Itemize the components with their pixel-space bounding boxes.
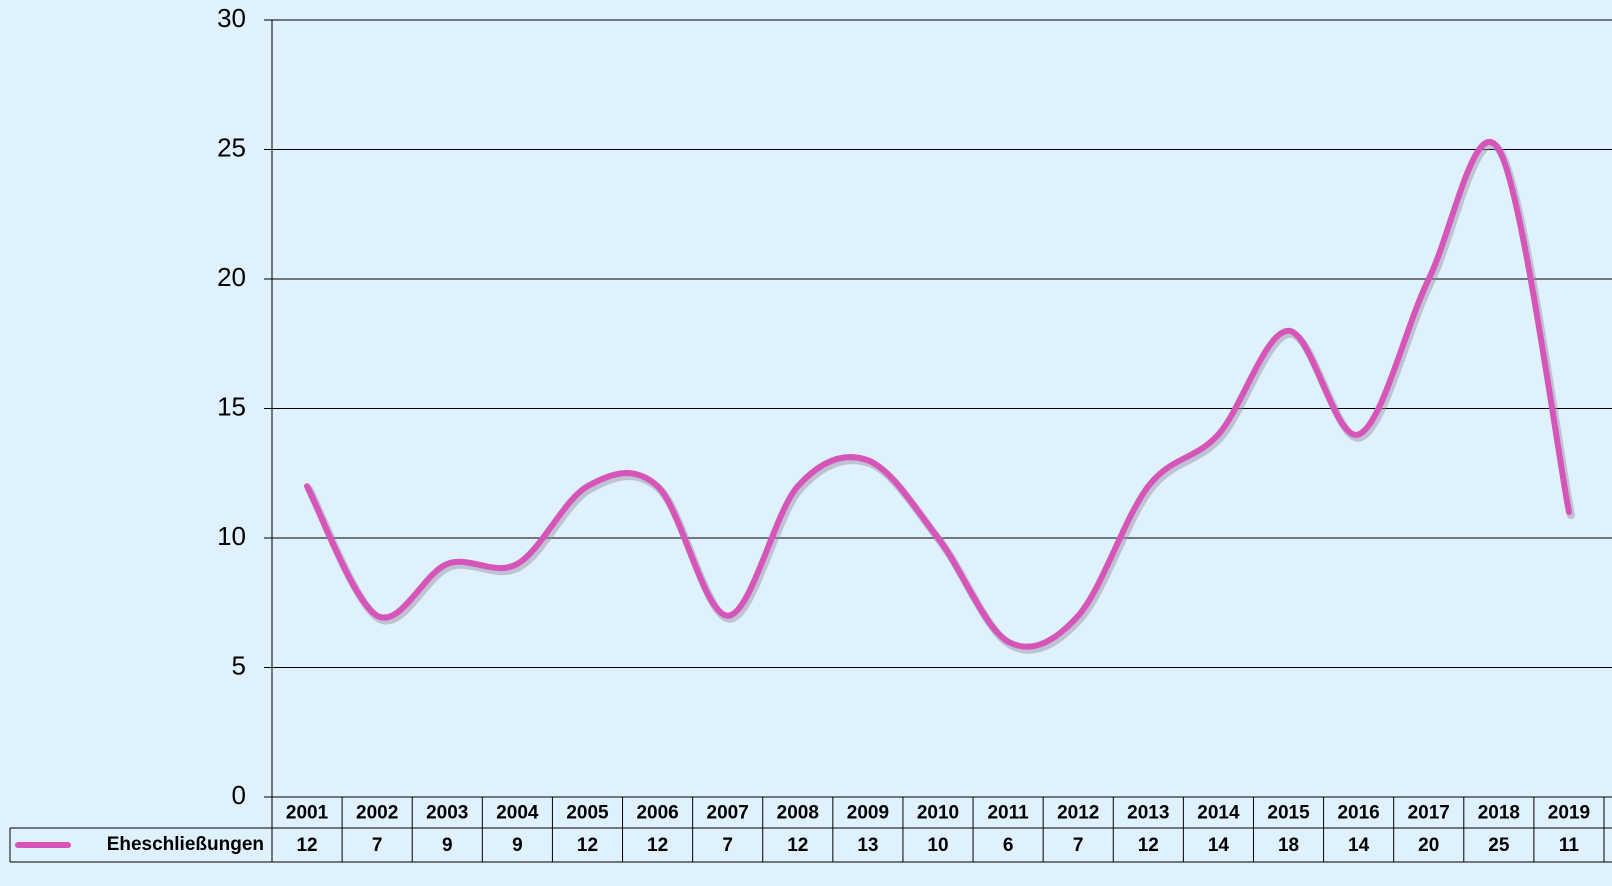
x-tick-label: 2007 [707, 803, 749, 824]
x-tick-label: 2002 [356, 803, 398, 824]
x-tick-label: 2019 [1548, 803, 1590, 824]
legend-label: Eheschließungen [107, 834, 264, 855]
x-tick-label: 2011 [987, 803, 1029, 824]
x-tick-label: 2015 [1267, 803, 1310, 824]
table-value: 18 [1278, 835, 1299, 856]
x-tick-label: 2018 [1478, 803, 1520, 824]
line [304, 138, 1572, 650]
table-value: 14 [1208, 835, 1230, 856]
table-value: 25 [1488, 835, 1510, 856]
x-tick-label: 2006 [636, 803, 678, 824]
table-value: 12 [577, 835, 598, 856]
x-tick-label: 2009 [847, 803, 889, 824]
y-tick-label: 25 [217, 132, 246, 162]
table-value: 13 [857, 835, 878, 856]
x-tick-label: 2012 [1057, 803, 1099, 824]
table-value: 11 [1559, 835, 1580, 856]
x-tick-label: 2008 [777, 803, 819, 824]
y-tick-label: 10 [217, 521, 246, 551]
x-tick-label: 2004 [496, 803, 539, 824]
y-tick-label: 15 [217, 391, 246, 421]
x-tick-label: 2010 [917, 803, 959, 824]
x-tick-label: 2001 [286, 803, 329, 824]
table-value: 12 [787, 835, 808, 856]
table-value: 10 [927, 835, 948, 856]
table-value: 9 [442, 835, 453, 856]
table-value: 20 [1418, 835, 1439, 856]
y-tick-label: 30 [217, 3, 246, 33]
table-value: 12 [647, 835, 668, 856]
y-tick-label: 0 [232, 780, 246, 810]
x-tick-label: 2003 [426, 803, 468, 824]
table-value: 7 [372, 835, 383, 856]
x-tick-label: 2005 [566, 803, 609, 824]
y-tick-label: 20 [217, 262, 246, 292]
table-value: 7 [722, 835, 733, 856]
x-tick-label: 2013 [1127, 803, 1169, 824]
x-tick-label: 2017 [1408, 803, 1450, 824]
table-value: 6 [1003, 835, 1014, 856]
table-value: 7 [1073, 835, 1084, 856]
table-value: 9 [512, 835, 523, 856]
table-value: 12 [296, 835, 317, 856]
table-value: 14 [1348, 835, 1370, 856]
x-tick-label: 2016 [1337, 803, 1379, 824]
y-tick-label: 5 [232, 650, 246, 680]
x-tick-label: 2014 [1197, 803, 1240, 824]
table-value: 12 [1138, 835, 1159, 856]
